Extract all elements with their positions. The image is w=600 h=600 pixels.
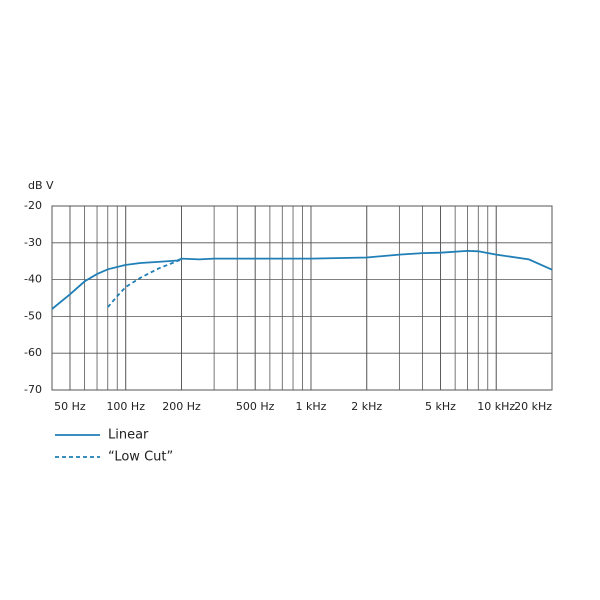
y-tick-label: -30 xyxy=(24,236,42,249)
y-tick-label: -60 xyxy=(24,346,42,359)
x-tick-label: 500 Hz xyxy=(236,400,275,413)
x-tick-label: 10 kHz xyxy=(477,400,515,413)
x-tick-label: 2 kHz xyxy=(351,400,382,413)
x-tick-label: 200 Hz xyxy=(162,400,201,413)
x-tick-label: 5 kHz xyxy=(425,400,456,413)
legend-label: “Low Cut” xyxy=(108,450,173,465)
y-tick-label: -70 xyxy=(24,383,42,396)
x-tick-label: 100 Hz xyxy=(106,400,145,413)
y-axis-label: dB V xyxy=(28,179,54,192)
y-tick-label: -20 xyxy=(24,199,42,212)
plot-frame xyxy=(51,205,553,391)
x-tick-label: 20 kHz xyxy=(514,400,552,413)
x-tick-label: 50 Hz xyxy=(54,400,86,413)
series-line xyxy=(107,258,182,308)
y-tick-label: -50 xyxy=(24,309,42,322)
x-tick-label: 1 kHz xyxy=(296,400,327,413)
legend-label: Linear xyxy=(108,428,149,443)
series-line xyxy=(51,249,553,310)
y-tick-label: -40 xyxy=(24,273,42,286)
